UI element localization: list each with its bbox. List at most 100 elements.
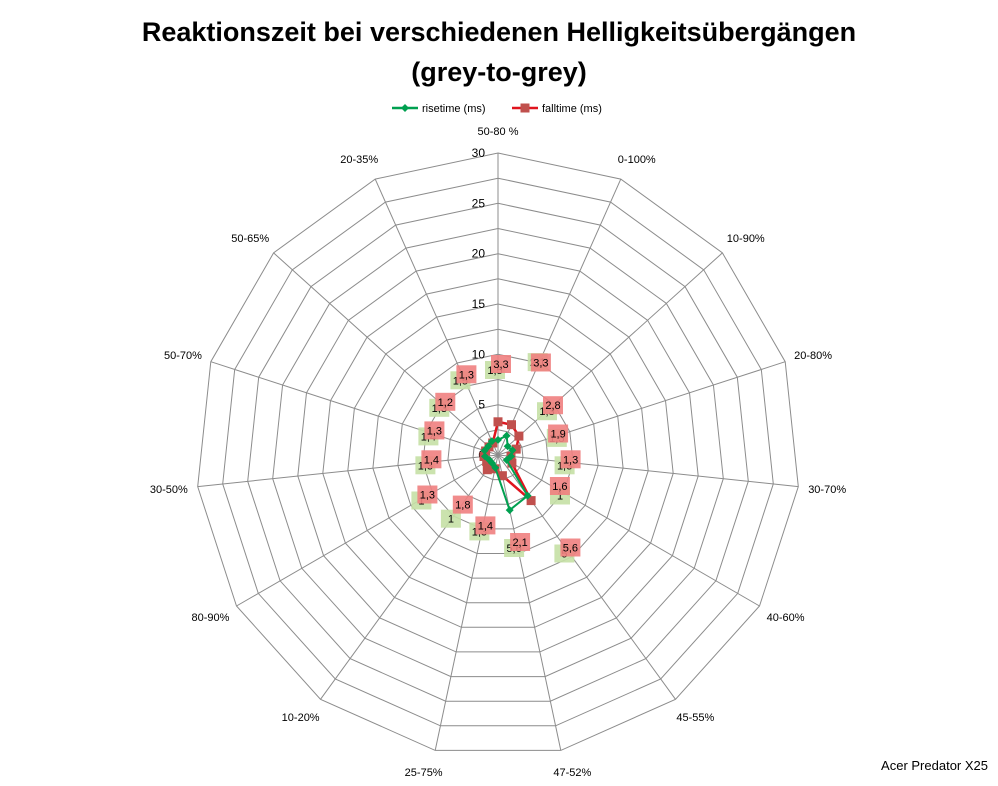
legend-risetime-label: risetime (ms) [422,103,486,115]
data-labels: 1,52,11,31,51,3155,61,3111,31,41,31,53,3… [411,353,581,563]
falltime-data-label: 1,3 [563,454,578,466]
grid-spoke [236,454,499,607]
legend: risetime (ms) falltime (ms) [392,103,602,115]
grid-ring [272,227,724,678]
falltime-data-label: 1,9 [550,429,565,441]
grid-ring [222,177,774,727]
falltime-point [507,420,516,430]
falltime-data-label: 2,1 [512,537,527,549]
risetime-data-label: 1 [557,491,563,503]
risetime-point [481,452,489,461]
risetime-point [484,442,493,451]
legend-falltime-label: falltime (ms) [542,103,602,115]
category-label: 47-52% [553,767,591,779]
category-label: 30-50% [150,484,188,496]
falltime-label-bg [510,533,531,551]
legend-falltime-marker [520,103,530,113]
falltime-label-bg [452,495,473,514]
risetime-point [508,446,517,455]
grid-ring [197,152,799,751]
category-label: 10-90% [727,233,765,245]
falltime-data-label: 5,6 [563,543,578,555]
grid-spoke [197,454,499,488]
category-label: 10-20% [282,712,320,724]
grid-spoke [210,361,499,456]
tick-label: 5 [478,398,485,412]
chart-subtitle: (grey-to-grey) [411,57,587,87]
grid-ring [347,303,649,604]
grid-spoke [497,454,799,488]
category-label: 0-100% [618,154,656,166]
category-label: 40-60% [767,612,805,624]
grid-ring [372,328,624,579]
falltime-data-label: 3,3 [493,359,508,371]
grid-ring [297,253,699,653]
category-labels: 50-80 % 0-100% 10-90% 20-80% 30-70% 40-60% 45-… [150,126,846,779]
falltime-label-bg [491,355,511,373]
falltime-data-label: 1,4 [424,454,439,466]
falltime-label-bg [475,516,496,535]
falltime-point [514,431,524,441]
falltime-point [497,471,507,481]
category-label: 50-70% [164,350,202,362]
category-label: 45-55% [676,712,714,724]
falltime-point [507,458,517,468]
risetime-point [494,435,502,444]
category-label: 50-80 % [478,126,519,138]
risetime-point [505,506,514,515]
falltime-label-bg [560,538,581,557]
falltime-label-bg [549,477,570,495]
falltime-label-bg [456,365,477,384]
falltime-data-label: 1,3 [427,425,442,437]
falltime-point [482,465,492,475]
risetime-point [502,456,511,464]
grid-spoke [273,252,499,456]
category-label: 50-65% [231,233,269,245]
falltime-data-label: 1,3 [459,369,474,381]
falltime-data-label: 3,3 [533,358,548,370]
falltime-data-label: 1,8 [455,500,470,512]
tick-label: 25 [472,196,486,210]
tick-label: 20 [472,247,486,261]
risetime-point [503,442,512,451]
falltime-label-bg [424,421,445,440]
falltime-data-label: 1,3 [420,490,435,502]
falltime-data-label: 1,4 [478,520,493,532]
grid-spoke [497,454,760,607]
category-label: 80-90% [191,612,229,624]
falltime-point [493,417,503,427]
risetime-point [502,431,511,440]
grid-spoke [497,361,786,456]
category-label: 20-35% [340,154,378,166]
risetime-point [487,437,496,446]
grid-ring [322,278,674,628]
category-label: 25-75% [405,767,443,779]
risetime-point [480,446,489,455]
falltime-point [511,444,521,454]
falltime-label-bg [421,450,442,469]
chart-title-main: Reaktionszeit bei verschiedenen Helligke… [141,17,857,47]
chart-title: Reaktionszeit bei verschiedenen Helligke… [0,12,998,92]
grid-spoke [374,178,499,456]
series-layer [479,417,536,515]
grid-spoke [497,178,622,456]
tick-label: 10 [472,347,486,361]
falltime-data-label: 2,8 [545,400,560,412]
falltime-point [482,457,492,466]
grid-ring [422,378,574,530]
grid-spoke [434,454,499,751]
falltime-label-bg [417,485,438,504]
grid-spoke [497,252,723,456]
radar-grid [197,152,799,751]
falltime-label-bg [543,396,563,415]
tick-label: 30 [472,146,486,160]
tick-label: 15 [472,297,486,311]
falltime-label-bg [560,450,581,469]
legend-risetime-marker [401,104,409,112]
grid-spoke [320,454,499,700]
grid-ring [247,202,749,702]
falltime-data-label: 1,6 [552,481,567,493]
falltime-point [526,496,536,506]
falltime-label-bg [435,392,456,411]
falltime-data-label: 1,2 [438,397,453,409]
